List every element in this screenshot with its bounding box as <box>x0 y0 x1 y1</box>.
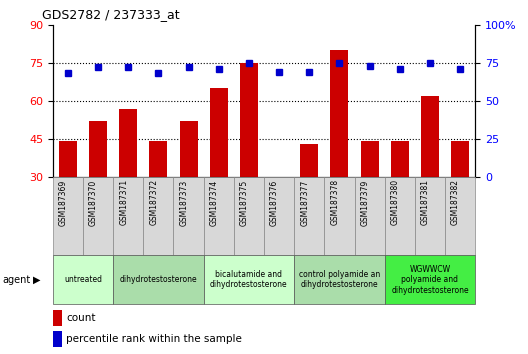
Text: GSM187378: GSM187378 <box>331 179 340 225</box>
Text: WGWWCW
polyamide and
dihydrotestosterone: WGWWCW polyamide and dihydrotestosterone <box>391 265 469 295</box>
Bar <box>204 177 234 255</box>
Text: dihydrotestosterone: dihydrotestosterone <box>119 275 197 284</box>
Text: GSM187382: GSM187382 <box>451 179 460 225</box>
Bar <box>385 177 415 255</box>
Bar <box>264 177 294 255</box>
Text: ▶: ▶ <box>33 275 40 285</box>
Bar <box>119 108 137 177</box>
Text: GSM187376: GSM187376 <box>270 179 279 225</box>
Bar <box>210 88 228 177</box>
Text: GDS2782 / 237333_at: GDS2782 / 237333_at <box>42 8 180 21</box>
Bar <box>354 177 385 255</box>
Text: GSM187373: GSM187373 <box>180 179 188 225</box>
Bar <box>385 255 475 304</box>
Bar <box>113 177 143 255</box>
Bar <box>451 142 469 177</box>
Bar <box>294 177 324 255</box>
Bar <box>149 142 167 177</box>
Text: GSM187377: GSM187377 <box>300 179 309 225</box>
Bar <box>204 255 294 304</box>
Text: GSM187379: GSM187379 <box>361 179 370 225</box>
Bar <box>174 177 204 255</box>
Bar <box>331 50 348 177</box>
Bar <box>83 177 113 255</box>
Bar <box>89 121 107 177</box>
Text: count: count <box>66 313 96 323</box>
Bar <box>59 142 77 177</box>
Text: control polyamide an
dihydrotestosterone: control polyamide an dihydrotestosterone <box>299 270 380 289</box>
Bar <box>113 255 204 304</box>
Bar <box>53 255 113 304</box>
Text: GSM187375: GSM187375 <box>240 179 249 225</box>
Bar <box>294 255 385 304</box>
Bar <box>415 177 445 255</box>
Text: GSM187372: GSM187372 <box>149 179 158 225</box>
Bar <box>324 177 354 255</box>
Bar <box>143 177 174 255</box>
Bar <box>391 142 409 177</box>
Bar <box>240 63 258 177</box>
Bar <box>300 144 318 177</box>
Bar <box>361 142 379 177</box>
Text: GSM187370: GSM187370 <box>89 179 98 225</box>
Text: GSM187381: GSM187381 <box>421 179 430 225</box>
Bar <box>445 177 475 255</box>
Bar <box>180 121 197 177</box>
Bar <box>421 96 439 177</box>
Text: untreated: untreated <box>64 275 102 284</box>
Text: GSM187374: GSM187374 <box>210 179 219 225</box>
Bar <box>53 177 83 255</box>
Text: agent: agent <box>3 275 31 285</box>
Text: percentile rank within the sample: percentile rank within the sample <box>66 334 242 344</box>
Text: GSM187369: GSM187369 <box>59 179 68 225</box>
Text: GSM187371: GSM187371 <box>119 179 128 225</box>
Text: bicalutamide and
dihydrotestosterone: bicalutamide and dihydrotestosterone <box>210 270 288 289</box>
Text: GSM187380: GSM187380 <box>391 179 400 225</box>
Bar <box>234 177 264 255</box>
